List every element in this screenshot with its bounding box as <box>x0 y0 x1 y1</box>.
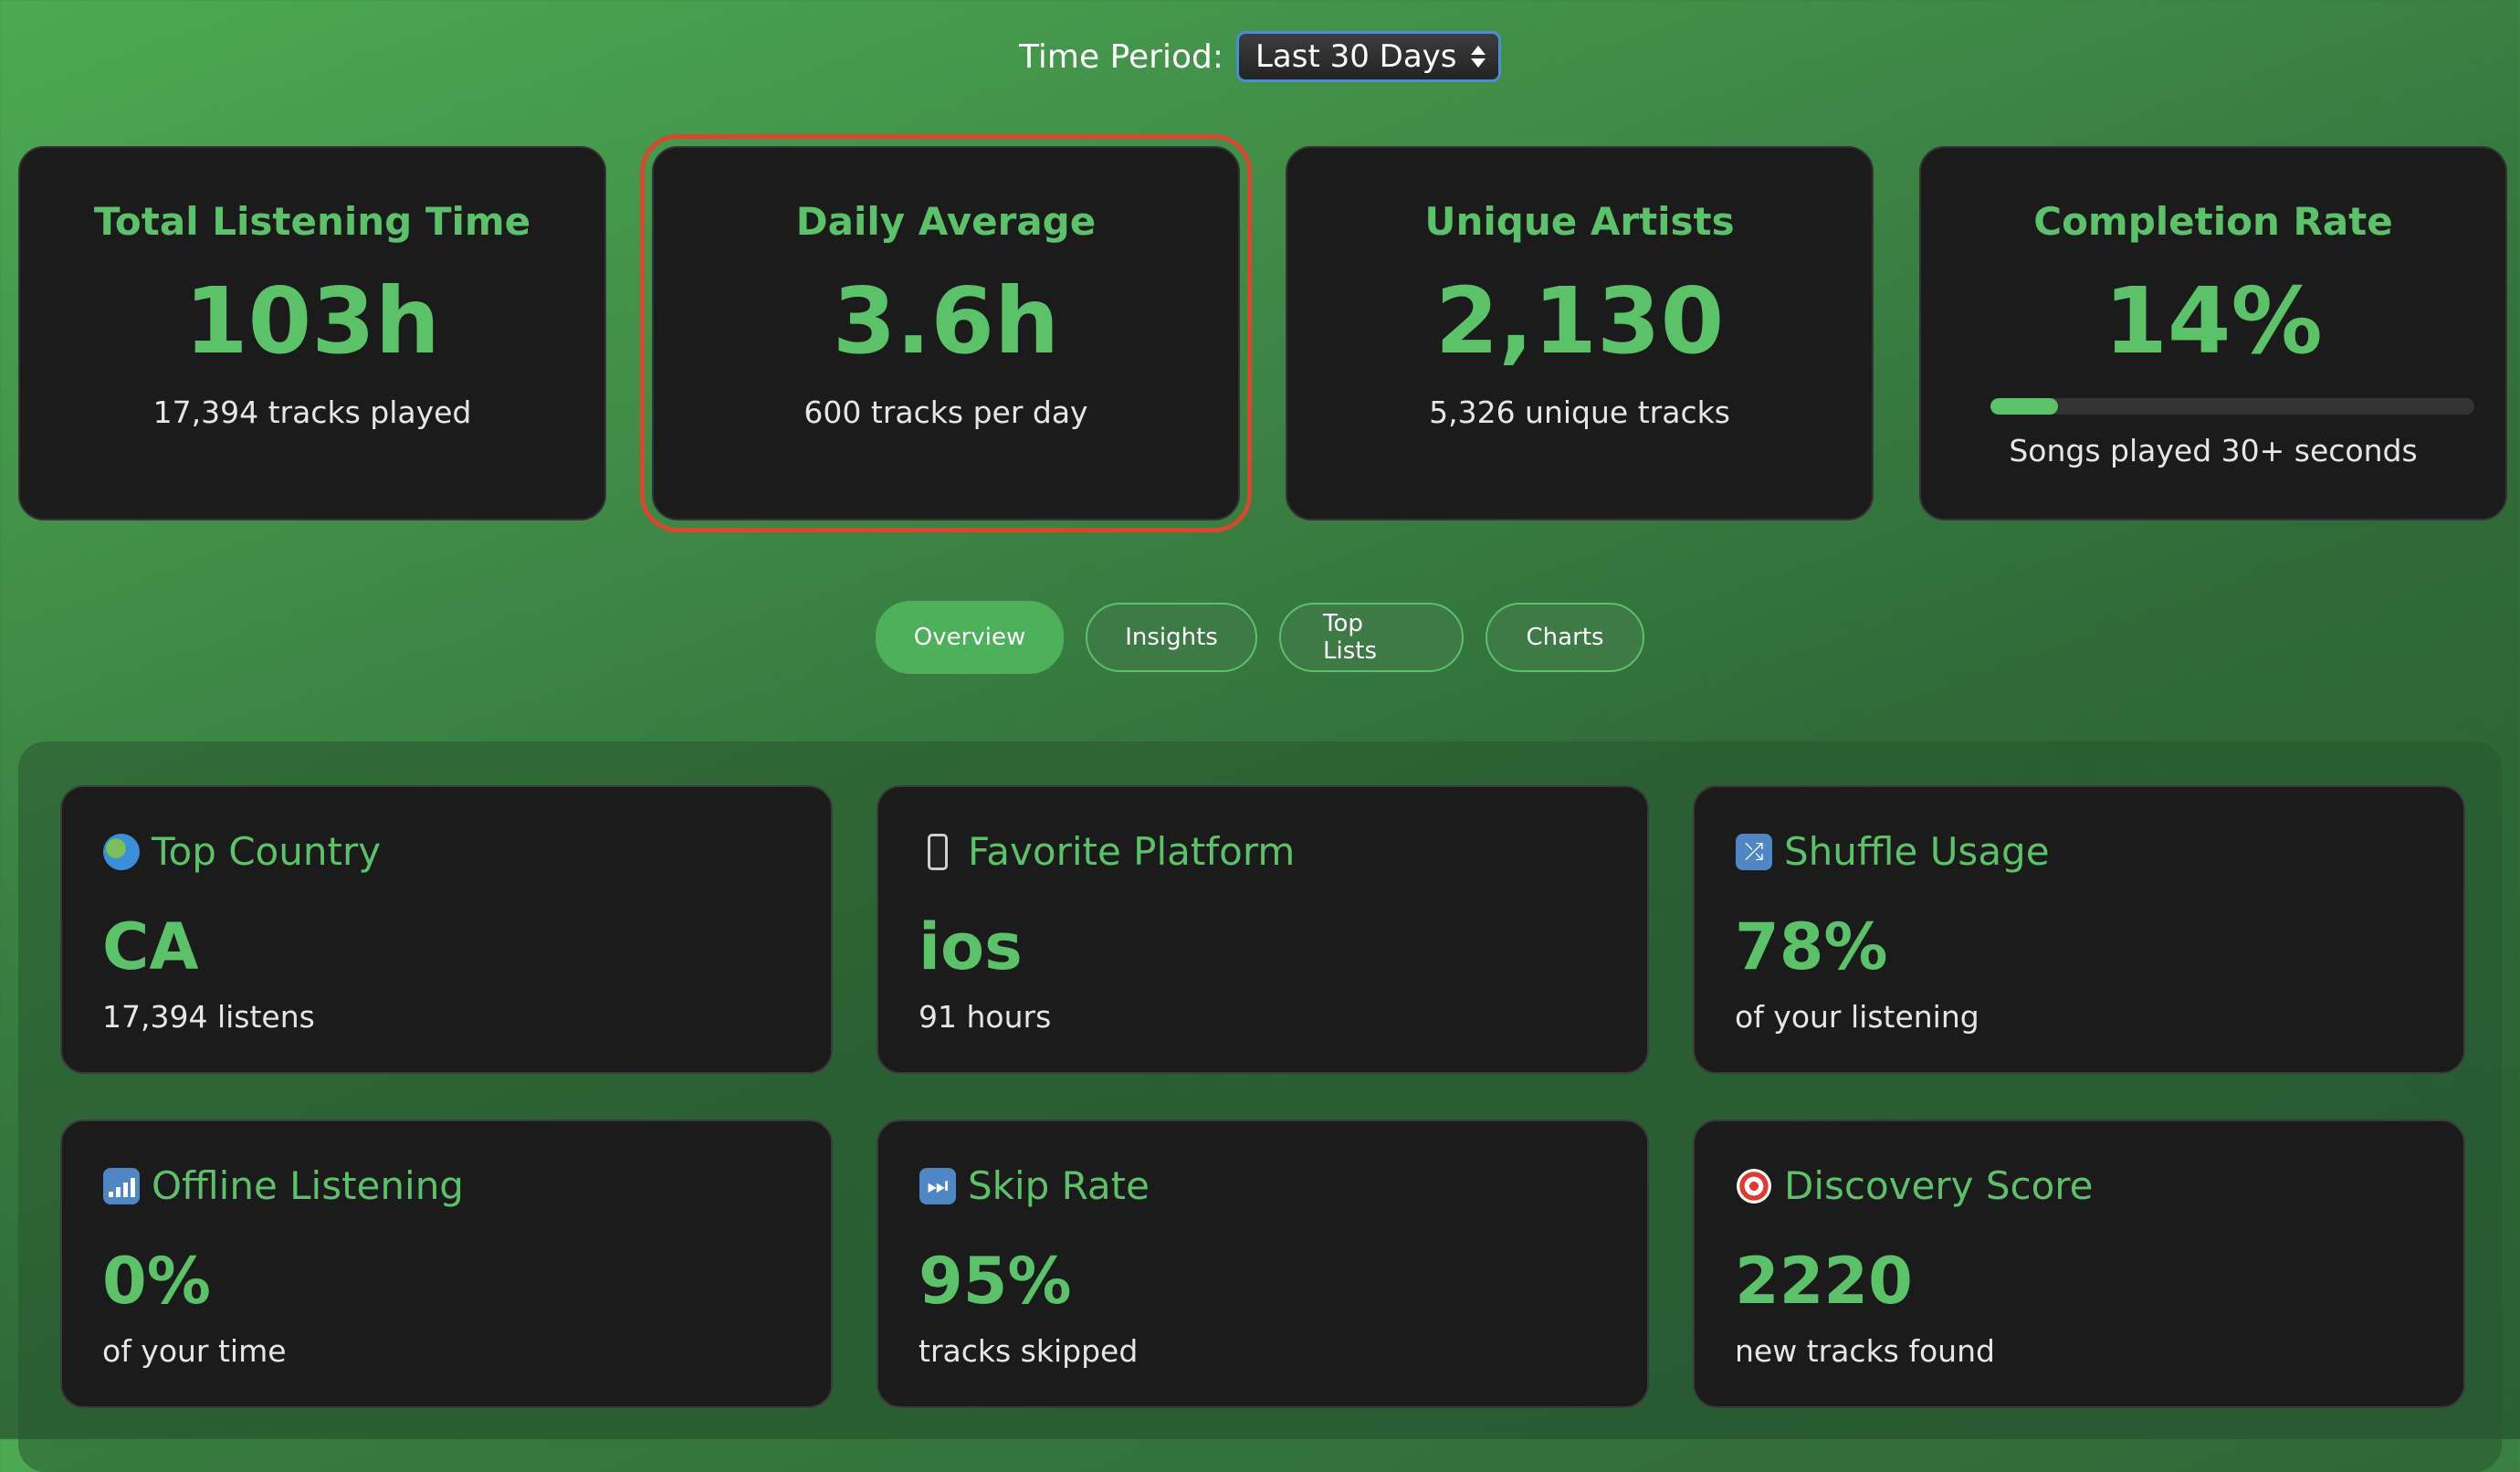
stat-value: 2,130 <box>1434 268 1725 374</box>
stat-title: Completion Rate <box>2033 199 2393 244</box>
metric-subtitle: 91 hours <box>919 999 1052 1035</box>
summary-stats: Total Listening Time 103h 17,394 tracks … <box>18 134 2507 532</box>
stat-subtitle: 17,394 tracks played <box>152 394 472 430</box>
metric-value: 78% <box>1735 909 1888 984</box>
stat-title: Total Listening Time <box>93 199 531 244</box>
globe-icon <box>102 833 141 871</box>
metric-card-top-country[interactable]: Top Country CA 17,394 listens <box>60 785 833 1074</box>
stat-value: 3.6h <box>832 268 1060 374</box>
metric-title: Top Country <box>152 829 382 874</box>
stat-card-total-listening-time[interactable]: Total Listening Time 103h 17,394 tracks … <box>18 146 606 520</box>
target-icon <box>1735 1167 1773 1205</box>
metric-value: 95% <box>919 1244 1072 1319</box>
stat-subtitle: 5,326 unique tracks <box>1429 394 1730 430</box>
metric-header: ⏭ Skip Rate <box>919 1163 1150 1208</box>
metric-card-offline-listening[interactable]: Offline Listening 0% of your time <box>60 1120 833 1408</box>
time-period-control: Time Period: Last 30 Days <box>0 31 2520 82</box>
select-arrows-icon <box>1470 46 1486 68</box>
tab-overview[interactable]: Overview <box>876 601 1064 674</box>
metric-title: Shuffle Usage <box>1784 829 2050 874</box>
tab-top-lists[interactable]: Top Lists <box>1279 603 1464 672</box>
metric-subtitle: of your listening <box>1735 999 1979 1035</box>
tab-charts[interactable]: Charts <box>1486 603 1644 672</box>
metric-value: ios <box>919 909 1023 984</box>
stat-title: Daily Average <box>795 199 1097 244</box>
metric-header: Discovery Score <box>1735 1163 2093 1208</box>
metric-value: 2220 <box>1735 1244 1913 1319</box>
time-period-label: Time Period: <box>1019 37 1223 76</box>
completion-progress-fill <box>1990 398 2059 415</box>
stat-title: Unique Artists <box>1424 199 1735 244</box>
stat-card-unique-artists[interactable]: Unique Artists 2,130 5,326 unique tracks <box>1286 146 1874 520</box>
metric-header: Favorite Platform <box>919 829 1295 874</box>
metric-card-shuffle-usage[interactable]: ⤮ Shuffle Usage 78% of your listening <box>1693 785 2465 1074</box>
metric-card-skip-rate[interactable]: ⏭ Skip Rate 95% tracks skipped <box>877 1120 1649 1408</box>
time-period-select[interactable]: Last 30 Days <box>1235 31 1501 82</box>
stat-subtitle: Songs played 30+ seconds <box>2009 433 2418 468</box>
metric-title: Favorite Platform <box>968 829 1296 874</box>
shuffle-icon: ⤮ <box>1735 833 1773 871</box>
metric-header: Offline Listening <box>102 1163 464 1208</box>
metric-value: CA <box>102 909 199 984</box>
metric-subtitle: tracks skipped <box>919 1333 1139 1369</box>
mobile-phone-icon <box>919 833 957 871</box>
metric-subtitle: new tracks found <box>1735 1333 1995 1369</box>
tab-insights[interactable]: Insights <box>1086 603 1257 672</box>
metric-title: Skip Rate <box>968 1163 1150 1208</box>
stat-subtitle: 600 tracks per day <box>803 394 1088 430</box>
skip-forward-icon: ⏭ <box>919 1167 957 1205</box>
metric-title: Discovery Score <box>1784 1163 2094 1208</box>
time-period-selected-value: Last 30 Days <box>1255 38 1457 75</box>
view-tabs: Overview Insights Top Lists Charts <box>0 601 2520 674</box>
overview-panel: Top Country CA 17,394 listens Favorite P… <box>18 741 2502 1472</box>
metric-value: 0% <box>102 1244 211 1319</box>
stat-card-daily-average[interactable]: Daily Average 3.6h 600 tracks per day <box>640 134 1252 532</box>
metric-card-favorite-platform[interactable]: Favorite Platform ios 91 hours <box>877 785 1649 1074</box>
signal-bars-icon <box>102 1167 141 1205</box>
completion-progress-bar <box>1990 398 2474 415</box>
metric-title: Offline Listening <box>152 1163 464 1208</box>
metric-card-discovery-score[interactable]: Discovery Score 2220 new tracks found <box>1693 1120 2465 1408</box>
metric-subtitle: of your time <box>102 1333 287 1369</box>
metric-subtitle: 17,394 listens <box>102 999 315 1035</box>
stat-value: 103h <box>184 268 440 374</box>
stat-card-completion-rate[interactable]: Completion Rate 14% Songs played 30+ sec… <box>1919 146 2507 520</box>
metric-header: Top Country <box>102 829 381 874</box>
metric-header: ⤮ Shuffle Usage <box>1735 829 2050 874</box>
stat-value: 14% <box>2104 268 2323 374</box>
